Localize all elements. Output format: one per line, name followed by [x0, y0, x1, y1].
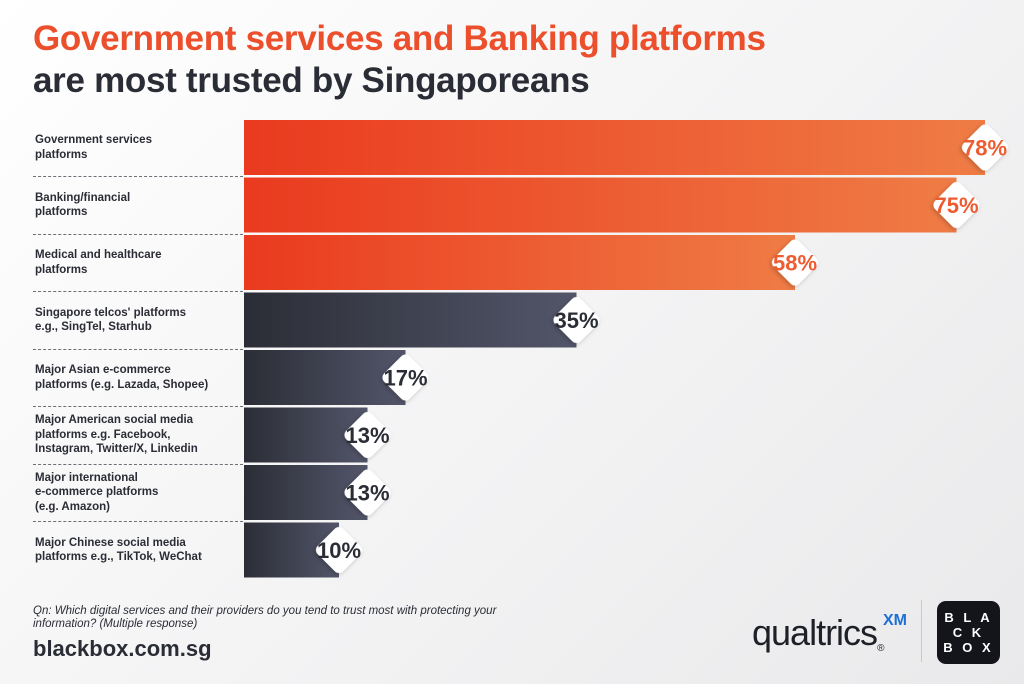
- data-label-1: 75%: [934, 193, 978, 218]
- category-label-line: platforms: [35, 148, 88, 161]
- row-divider: [33, 463, 243, 465]
- category-label-line: platforms e.g., TikTok, WeChat: [35, 551, 202, 563]
- category-label-0: Government services platforms: [35, 133, 235, 162]
- value-badge-7: [316, 527, 362, 573]
- category-label-line: Government services: [35, 134, 152, 146]
- category-label-line: Singapore telcos' platforms: [35, 306, 186, 319]
- data-label-2: 58%: [773, 251, 817, 276]
- title-line-2: are most trusted by Singaporeans: [33, 61, 590, 100]
- blackbox-logo-line: B L A: [944, 610, 993, 625]
- row-divider: [33, 348, 243, 350]
- category-label-1: Banking/financial platforms: [35, 191, 235, 220]
- data-label-7: 10%: [317, 538, 361, 563]
- blackbox-logo: B L A C K B O X: [937, 601, 1000, 664]
- row-divider: [33, 291, 243, 292]
- category-label-line: e-commerce platforms: [35, 486, 159, 499]
- logo-divider: [921, 600, 922, 662]
- category-label-line: Major Asian e-commerce: [35, 364, 171, 376]
- data-label-0: 78%: [963, 136, 1007, 161]
- question-footnote: Qn: Which digital services and their pro…: [33, 605, 497, 630]
- category-label-line: (e.g. Amazon): [35, 500, 110, 513]
- bar-3: [244, 292, 577, 348]
- category-label-7: Major Chinese social media platforms e.g.…: [35, 536, 235, 565]
- category-label-line: e.g., SingTel, Starhub: [35, 321, 152, 333]
- bar-0: [244, 120, 985, 175]
- category-label-line: Major international: [35, 471, 138, 484]
- row-divider: [33, 521, 243, 522]
- data-label-4: 17%: [383, 366, 427, 391]
- bar-chart: 78% 75% 58% 35% 17% 13% 13% 10%: [244, 120, 1008, 578]
- blackbox-logo-line: B O X: [943, 640, 994, 655]
- qualtrics-wordmark: qualtrics: [752, 612, 878, 653]
- category-label-4: Major Asian e-commerce platforms (e.g. La…: [35, 363, 235, 392]
- website-link[interactable]: blackbox.com.sg: [33, 636, 212, 661]
- blackbox-logo-line: C K: [952, 625, 985, 640]
- category-label-line: Major American social media: [35, 414, 194, 427]
- bar-1: [244, 177, 957, 233]
- category-label-line: Major Chinese social media: [35, 536, 186, 549]
- category-label-6: Major international e-commerce platforms(…: [35, 471, 235, 515]
- category-label-line: Medical and healthcare: [35, 249, 162, 261]
- bar-4: [244, 350, 406, 405]
- category-label-5: Major American social media platforms e.g…: [35, 413, 235, 457]
- qualtrics-logo: qualtrics® XM: [752, 612, 907, 654]
- value-badge-2: [772, 239, 818, 286]
- value-badge-6: [344, 469, 391, 516]
- data-label-3: 35%: [554, 308, 598, 333]
- category-label-line: platforms (e.g. Lazada, Shopee): [35, 378, 209, 391]
- title-line-1: Government services and Banking platform…: [33, 19, 766, 58]
- value-badge-0: [962, 124, 1008, 171]
- category-label-line: platforms: [35, 206, 88, 218]
- category-label-2: Medical and healthcare platforms: [35, 248, 235, 277]
- value-badge-5: [344, 412, 391, 458]
- data-label-5: 13%: [345, 423, 389, 448]
- row-divider: [33, 176, 243, 177]
- category-label-line: platforms e.g. Facebook,: [35, 428, 171, 441]
- data-label-6: 13%: [345, 481, 389, 506]
- category-label-line: Instagram, Twitter/X, Linkedin: [35, 443, 198, 456]
- qualtrics-xm-mark: XM: [883, 612, 907, 629]
- value-badge-4: [382, 354, 429, 401]
- category-label-3: Singapore telcos' platforms e.g., SingTel…: [35, 306, 235, 335]
- row-divider: [33, 406, 243, 407]
- category-label-line: Banking/financial: [35, 191, 131, 204]
- value-badge-3: [553, 297, 600, 343]
- row-divider: [33, 233, 243, 235]
- value-badge-1: [933, 182, 980, 228]
- chart-title: Government services and Banking platform…: [33, 18, 766, 102]
- bar-2: [244, 235, 795, 290]
- category-label-line: platforms: [35, 263, 88, 276]
